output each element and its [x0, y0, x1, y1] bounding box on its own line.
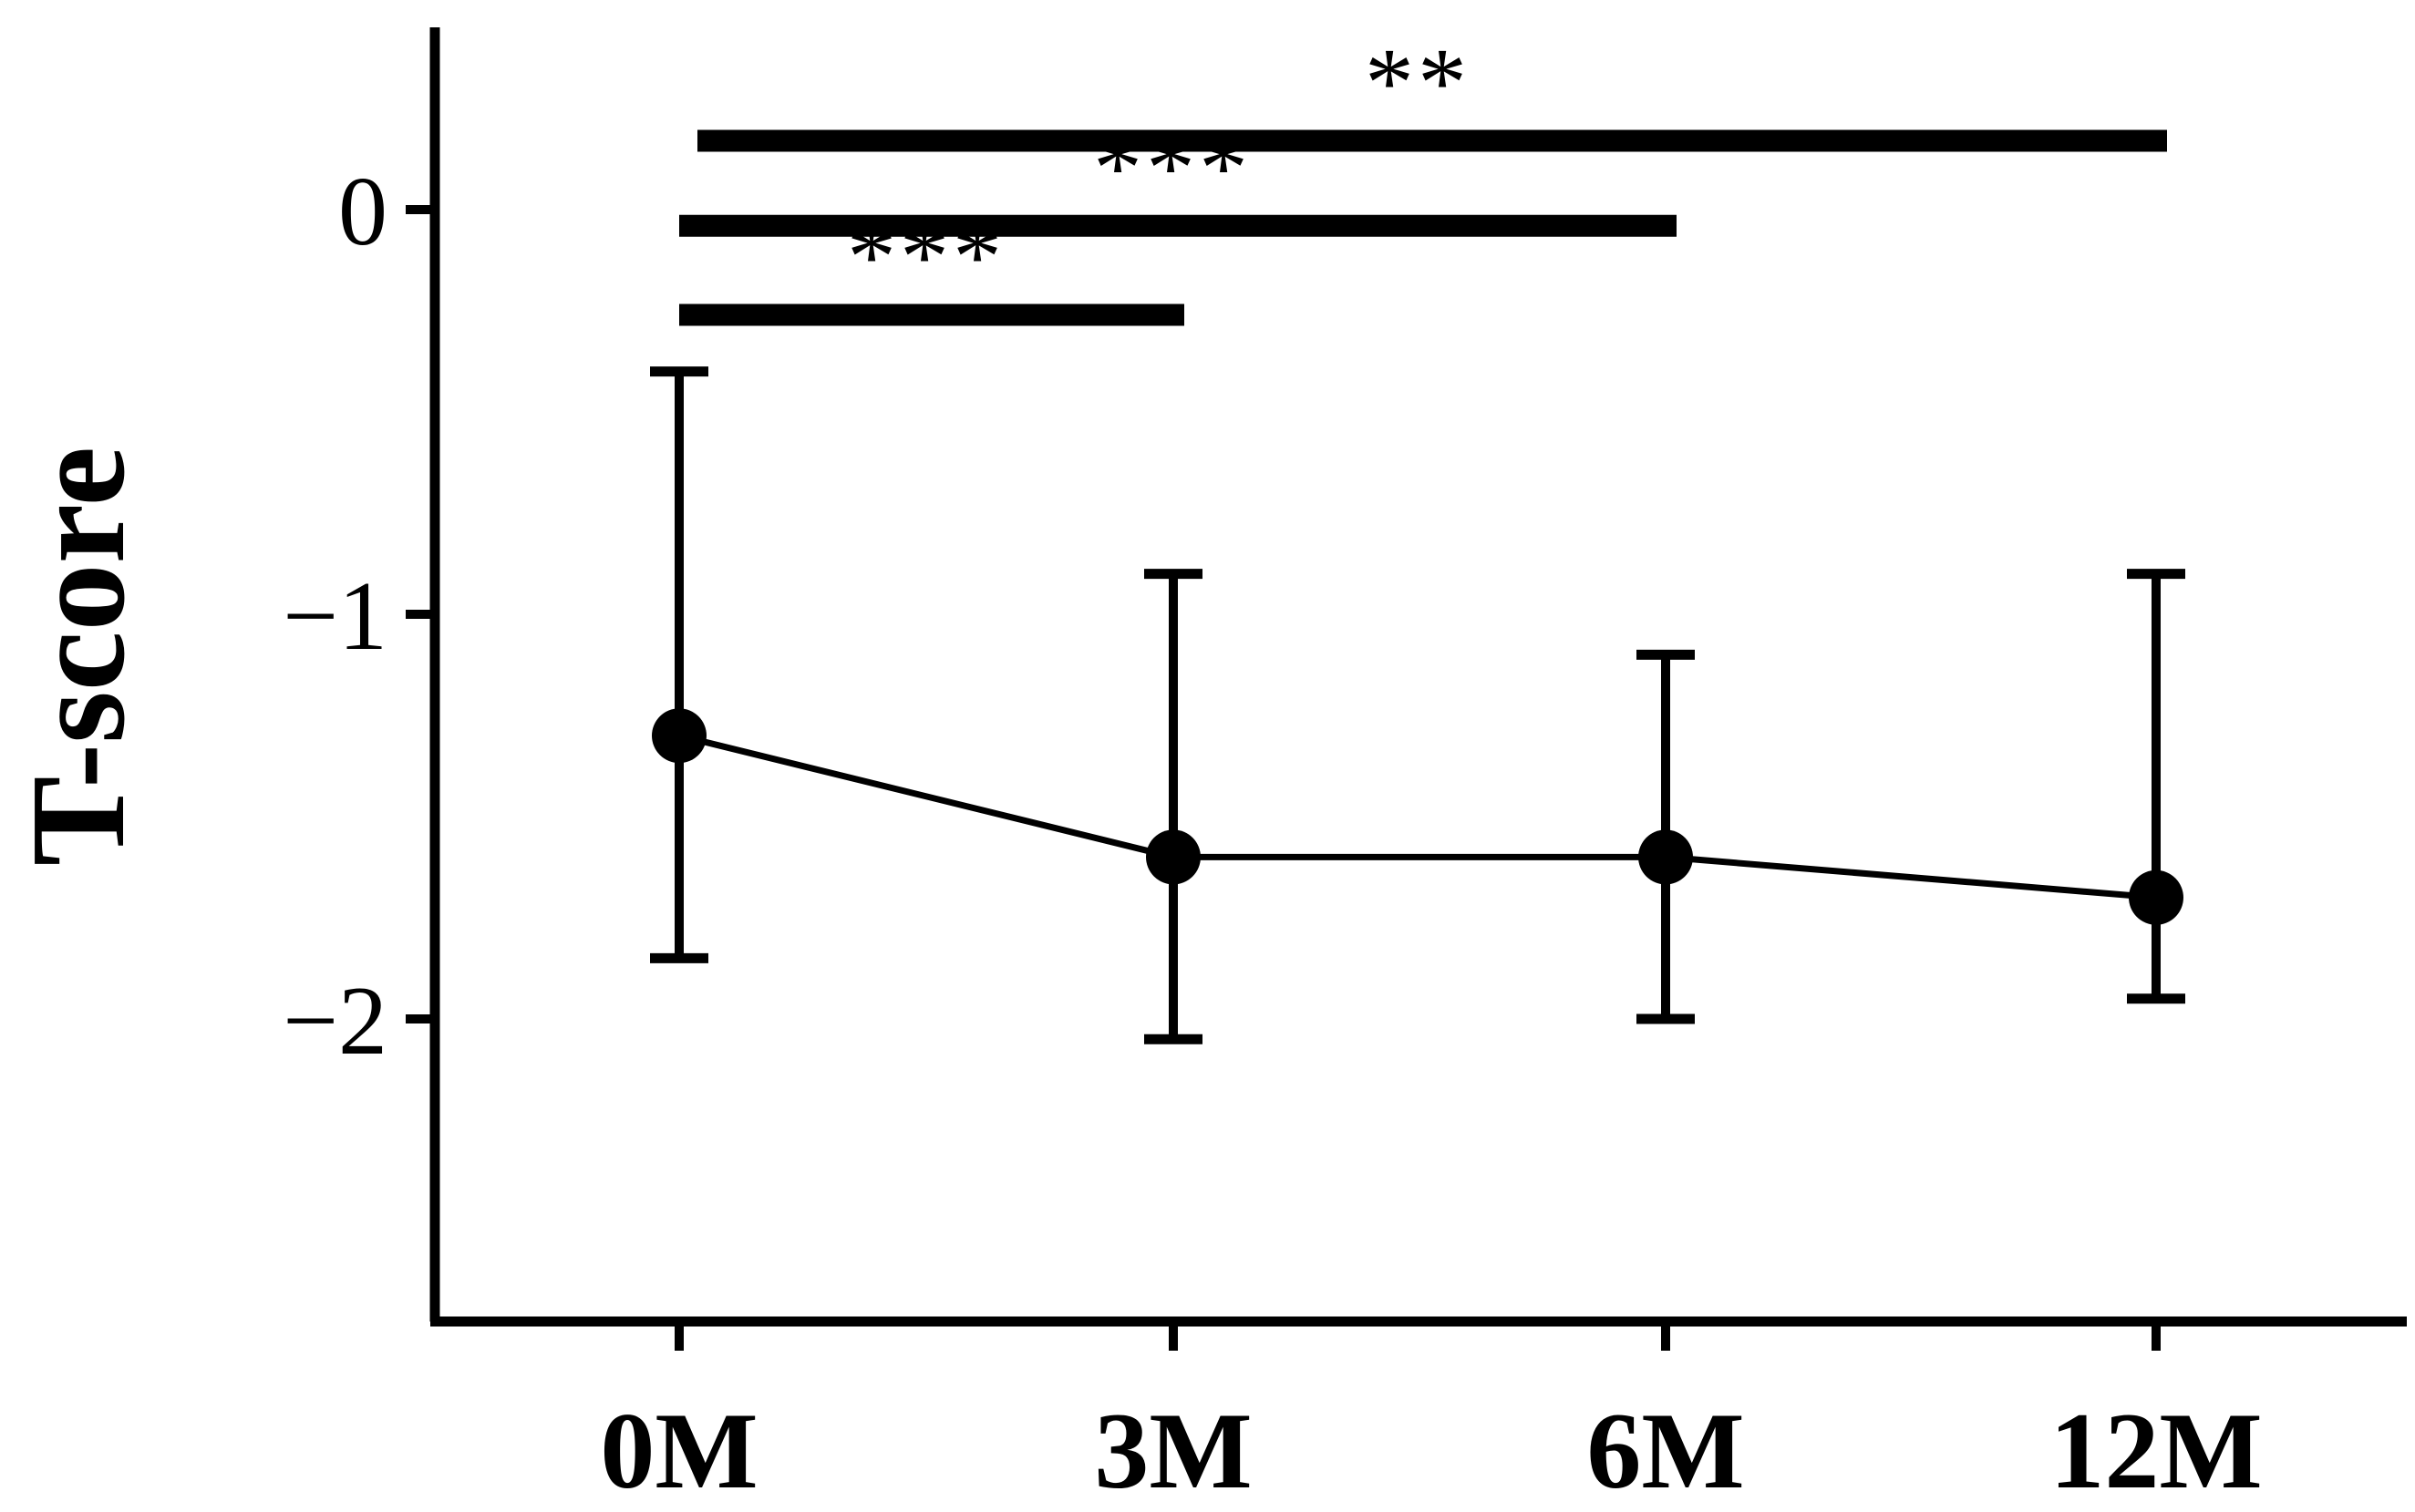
data-point	[652, 708, 707, 764]
y-axis-label: T-score	[4, 447, 153, 866]
axes: 0 −1 −2 0M 3M 6M 12M	[283, 27, 2407, 1511]
x-tick-label: 6M	[1586, 1390, 1744, 1511]
y-tick-label: −1	[283, 562, 387, 671]
data-point	[2129, 869, 2183, 925]
y-tick-label: 0	[338, 158, 387, 266]
x-tick-label: 12M	[2049, 1390, 2262, 1511]
y-tick-label: −2	[283, 967, 387, 1075]
data-point	[1146, 829, 1201, 885]
significance-label: **	[1365, 29, 1471, 138]
x-tick-label: 0M	[600, 1390, 758, 1511]
x-tick-label: 3M	[1094, 1390, 1252, 1511]
significance-brackets: ********	[679, 29, 2167, 326]
series-line	[678, 732, 2157, 901]
plot-area	[650, 366, 2185, 1044]
data-point	[1638, 829, 1693, 885]
